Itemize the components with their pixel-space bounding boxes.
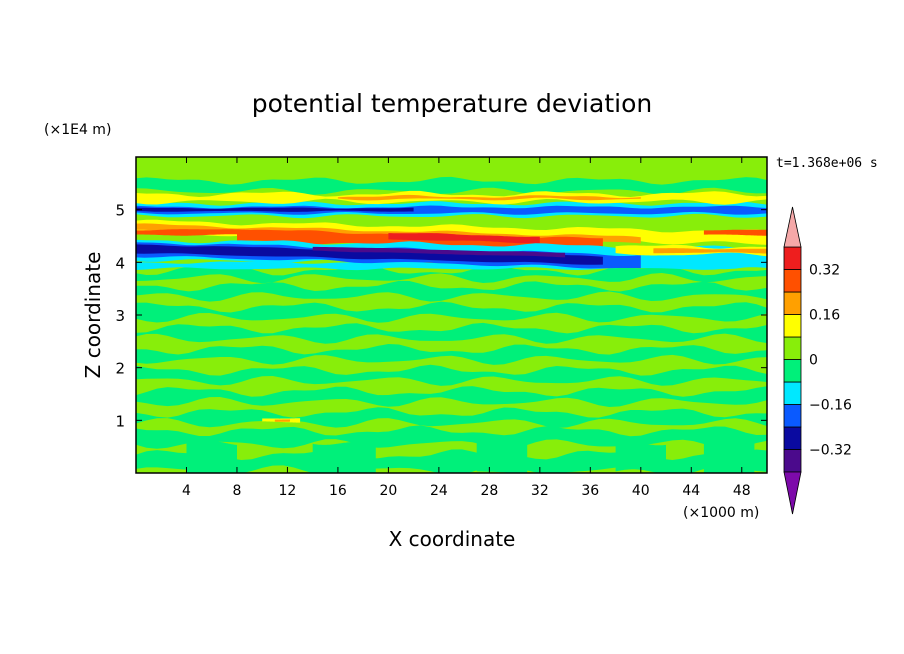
- navy-band: [136, 244, 603, 265]
- upper-green-layer: [136, 176, 767, 195]
- orange-layer: [337, 194, 641, 201]
- lower-field-patch: [136, 386, 767, 407]
- x-tick-label: 24: [430, 483, 448, 499]
- chart-title: potential temperature deviation: [252, 89, 652, 118]
- x-tick-label: 4: [182, 483, 191, 499]
- lower-field-patch: [136, 344, 767, 365]
- x-tick-label: 44: [682, 483, 700, 499]
- surface-cell-patch: [186, 440, 237, 473]
- colorbar-segment: [783, 381, 802, 405]
- colorbar-segment: [783, 314, 802, 338]
- lower-field-patch: [136, 280, 767, 302]
- y-tick-label: 5: [115, 202, 125, 220]
- y-axis-label: Z coordinate: [81, 252, 105, 379]
- surface-cell-patch: [615, 439, 666, 473]
- colorbar-under-arrow: [783, 471, 802, 515]
- colorbar-segment: [783, 404, 802, 428]
- x-tick-label: 48: [733, 483, 751, 499]
- colorbar-tick-label: 0: [809, 353, 818, 369]
- lower-field-patch: [136, 364, 767, 386]
- surface-cell-patch: [476, 437, 528, 473]
- colorbar-segment: [783, 336, 802, 360]
- surface-cell-patch: [703, 438, 755, 473]
- x-tick-label: 28: [480, 483, 498, 499]
- y-tick-label: 3: [115, 307, 125, 325]
- x-tick-label: 12: [279, 483, 297, 499]
- contour-layers: [136, 176, 767, 473]
- colorbar-tick-label: −0.16: [809, 398, 852, 414]
- lower-field-patch: [136, 322, 767, 344]
- x-tick-label: 32: [531, 483, 549, 499]
- y-tick-label: 4: [115, 254, 125, 272]
- y-tick-label: 1: [115, 412, 125, 430]
- orange-right: [653, 248, 767, 254]
- x-tick-label: 16: [329, 483, 347, 499]
- surface-cell-patch: [312, 441, 376, 473]
- red-left: [136, 229, 250, 236]
- red-core: [388, 233, 540, 244]
- x-tick-label: 8: [232, 483, 241, 499]
- colorbar: −0.32 −0.16 0 0.16 0.32: [783, 206, 852, 515]
- red-right: [703, 229, 767, 236]
- colorbar-segment: [783, 359, 802, 383]
- warm-streak: [274, 419, 290, 422]
- colorbar-segment: [783, 426, 802, 450]
- lower-field-patch: [136, 265, 767, 284]
- navy-layer: [136, 207, 414, 212]
- colorbar-over-arrow: [783, 206, 802, 248]
- colorbar-tick-label: 0.16: [809, 308, 840, 324]
- y-units-label: (×1E4 m): [44, 122, 111, 138]
- lower-field-patch: [136, 425, 767, 450]
- x-axis-label: X coordinate: [389, 527, 516, 551]
- x-tick-label: 36: [581, 483, 599, 499]
- y-tick-label: 2: [115, 360, 125, 378]
- x-axis: 4 8 12 16 20 24 28 32 36 40 44 48: [182, 157, 751, 499]
- x-tick-label: 20: [379, 483, 397, 499]
- colorbar-segment: [783, 291, 802, 315]
- x-tick-label: 40: [632, 483, 650, 499]
- colorbar-tick-label: 0.32: [809, 263, 840, 279]
- colorbar-segment: [783, 269, 802, 293]
- time-label: t=1.368e+06 s: [776, 156, 878, 171]
- lower-field-patch: [136, 407, 767, 428]
- y-axis: 1 2 3 4 5: [115, 202, 767, 430]
- purple-core: [312, 246, 566, 258]
- colorbar-segment: [783, 246, 802, 270]
- lower-field-patch: [136, 449, 767, 473]
- colorbar-segment: [783, 449, 802, 473]
- lower-field-patch: [136, 301, 767, 323]
- colorbar-tick-label: −0.32: [809, 443, 852, 459]
- x-units-label: (×1000 m): [683, 505, 759, 521]
